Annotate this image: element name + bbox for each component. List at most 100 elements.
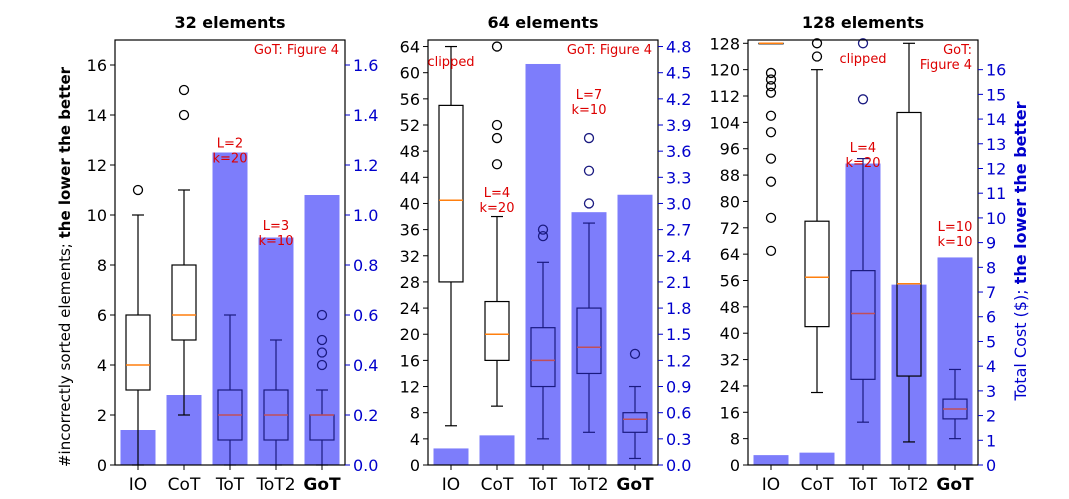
right-tick-label: 3.6 xyxy=(666,142,691,161)
left-tick-label: 128 xyxy=(709,34,740,53)
left-axis-label: #incorrectly sorted elements; the lower … xyxy=(56,66,74,467)
left-tick-label: 8 xyxy=(97,256,107,275)
box-iqr xyxy=(438,104,464,283)
right-tick-label: 6 xyxy=(986,308,996,327)
left-tick-label: 16 xyxy=(400,351,420,370)
left-tick-label: 16 xyxy=(720,403,740,422)
annotation-line: k=10 xyxy=(938,235,973,250)
x-tick-label-got: GoT xyxy=(303,475,341,495)
config-annotation: L=3 k=10 xyxy=(259,219,294,249)
outlier-point xyxy=(491,119,503,131)
right-tick-label: 0.2 xyxy=(353,406,378,425)
config-annotation: GoT: Figure 4 xyxy=(567,43,652,58)
right-tick-label: 8 xyxy=(986,258,996,277)
left-tick-label: 0 xyxy=(730,456,740,475)
config-annotation: GoT: Figure 4 xyxy=(254,43,339,58)
x-tick-label-got: GoT xyxy=(616,475,654,495)
outlier-point xyxy=(583,198,595,209)
left-tick-label: 0 xyxy=(97,456,107,475)
outlier-point xyxy=(491,132,503,144)
outlier-point xyxy=(857,38,869,49)
outlier-point xyxy=(316,347,328,358)
right-tick-label: 3 xyxy=(986,382,996,401)
right-tick-label: 0.6 xyxy=(353,306,378,325)
outlier-point xyxy=(857,94,869,105)
right-tick-label: 7 xyxy=(986,283,996,302)
right-tick-label: 1.5 xyxy=(666,325,691,344)
right-tick-label: 4.5 xyxy=(666,64,691,83)
boxplot-cot xyxy=(171,84,197,416)
left-tick-label: 64 xyxy=(400,38,420,57)
right-tick-label: 1.2 xyxy=(353,156,378,175)
annotation-line: k=10 xyxy=(572,103,607,118)
annotation-line: L=7 xyxy=(576,88,602,103)
left-axis-label-bold: the lower the better xyxy=(56,66,74,238)
outlier-point xyxy=(765,127,777,138)
annotation-line: GoT: xyxy=(943,43,972,58)
config-annotation: L=7 k=10 xyxy=(572,88,607,118)
outlier-point xyxy=(178,109,190,121)
left-tick-label: 20 xyxy=(400,325,420,344)
x-tick-label-got: GoT xyxy=(936,475,974,495)
left-tick-label: 0 xyxy=(410,456,420,475)
boxplot-got xyxy=(622,348,648,460)
right-tick-label: 15 xyxy=(986,85,1006,104)
annotation-line: k=20 xyxy=(213,152,248,167)
outlier-point xyxy=(316,309,328,321)
boxplot-tot xyxy=(850,38,876,423)
left-tick-label: 60 xyxy=(400,64,420,83)
annotation-line: L=3 xyxy=(263,219,289,234)
outlier-point xyxy=(811,38,823,49)
left-tick-label: 8 xyxy=(730,430,740,449)
boxplot-cot xyxy=(804,38,830,394)
left-tick-label: 36 xyxy=(400,221,420,240)
x-tick-label-tot: ToT xyxy=(215,475,245,495)
right-tick-label: 10 xyxy=(986,209,1006,228)
boxplot-io xyxy=(438,45,464,427)
outlier-point xyxy=(132,184,144,196)
outlier-point xyxy=(765,87,777,98)
outlier-point xyxy=(765,245,777,257)
right-tick-label: 2.4 xyxy=(666,247,691,266)
left-tick-label: 24 xyxy=(400,299,420,318)
left-tick-label: 10 xyxy=(87,206,107,225)
panel-0: 32 elements 0 2 4 6 8 10 12 14 16 0.0 0.2 0.4 0.6 0.8 1… xyxy=(87,13,379,495)
annotation-line: L=4 xyxy=(850,141,876,156)
boxplot-tot2 xyxy=(576,132,602,433)
right-axis-label: Total Cost ($); the lower the better xyxy=(1011,101,1030,401)
annotation-line: clipped xyxy=(839,52,886,67)
right-tick-label: 0.9 xyxy=(666,378,691,397)
left-tick-label: 64 xyxy=(720,245,740,264)
annotation-line: L=4 xyxy=(484,186,510,201)
left-axis-label-text: #incorrectly sorted elements; xyxy=(56,238,74,467)
left-tick-label: 52 xyxy=(400,116,420,135)
right-axis-label-text: Total Cost ($); xyxy=(1011,284,1030,401)
right-tick-label: 3.0 xyxy=(666,194,691,213)
left-tick-label: 112 xyxy=(709,87,740,106)
left-tick-label: 40 xyxy=(400,194,420,213)
annotation-line: Figure 4 xyxy=(920,58,972,73)
left-tick-label: 4 xyxy=(97,356,107,375)
annotation-line: k=20 xyxy=(846,156,881,171)
right-tick-label: 2.1 xyxy=(666,273,691,292)
panel-title: 64 elements xyxy=(487,13,598,32)
box-iqr xyxy=(125,314,151,391)
boxplot-cot xyxy=(484,41,510,407)
left-tick-label: 56 xyxy=(720,272,740,291)
box-iqr xyxy=(530,327,556,388)
boxplot-io xyxy=(125,184,151,466)
left-tick-label: 4 xyxy=(410,430,420,449)
x-tick-label-tot: ToT xyxy=(848,475,878,495)
outlier-point xyxy=(765,110,777,121)
left-tick-label: 72 xyxy=(720,219,740,238)
right-axis-label-bold: the lower the better xyxy=(1011,101,1030,284)
right-tick-label: 1 xyxy=(986,431,996,450)
config-annotation: L=4 k=20 xyxy=(846,141,881,171)
outlier-point xyxy=(537,224,549,235)
x-tick-label-cot: CoT xyxy=(801,475,834,495)
outlier-point xyxy=(316,334,328,346)
right-tick-label: 4.2 xyxy=(666,90,691,109)
right-tick-label: 3.9 xyxy=(666,116,691,135)
clipped-annotation: clipped xyxy=(427,55,474,70)
